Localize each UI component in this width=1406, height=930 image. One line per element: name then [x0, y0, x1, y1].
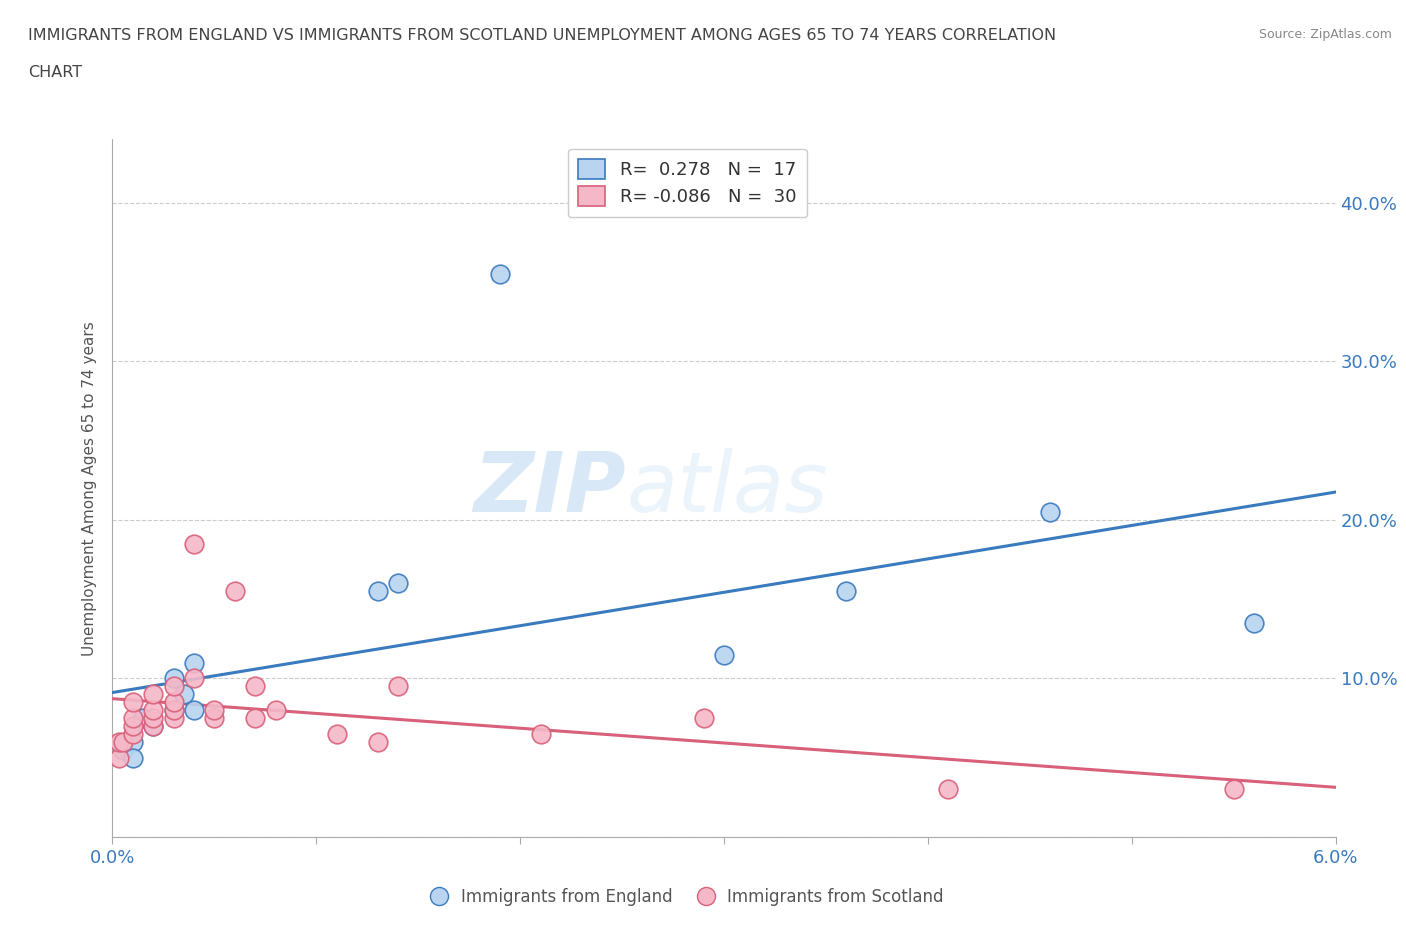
Point [111, 735, 134, 750]
Point [107, 751, 129, 765]
Point [107, 735, 129, 750]
Point [173, 687, 195, 702]
Point [326, 726, 349, 741]
Y-axis label: Unemployment Among Ages 65 to 74 years: Unemployment Among Ages 65 to 74 years [82, 321, 97, 656]
Point [142, 719, 165, 734]
Point [387, 576, 409, 591]
Point [132, 711, 155, 725]
Point [163, 703, 186, 718]
Point [122, 751, 145, 765]
Text: Source: ZipAtlas.com: Source: ZipAtlas.com [1258, 28, 1392, 41]
Point [367, 584, 389, 599]
Text: atlas: atlas [626, 447, 828, 529]
Point [245, 711, 267, 725]
Point [183, 655, 205, 670]
Point [204, 703, 226, 718]
Point [122, 695, 145, 710]
Legend: Immigrants from England, Immigrants from Scotland: Immigrants from England, Immigrants from… [425, 881, 950, 912]
Point [387, 679, 409, 694]
Point [183, 537, 205, 551]
Point [142, 703, 165, 718]
Point [530, 726, 553, 741]
Point [204, 711, 226, 725]
Point [122, 711, 145, 725]
Point [142, 719, 165, 734]
Point [111, 742, 134, 757]
Point [1243, 616, 1265, 631]
Point [489, 267, 512, 282]
Point [264, 703, 287, 718]
Text: ZIP: ZIP [474, 447, 626, 529]
Point [122, 735, 145, 750]
Point [367, 735, 389, 750]
Text: CHART: CHART [28, 65, 82, 80]
Point [122, 719, 145, 734]
Point [1039, 505, 1062, 520]
Text: IMMIGRANTS FROM ENGLAND VS IMMIGRANTS FROM SCOTLAND UNEMPLOYMENT AMONG AGES 65 T: IMMIGRANTS FROM ENGLAND VS IMMIGRANTS FR… [28, 28, 1056, 43]
Point [183, 671, 205, 686]
Point [163, 671, 186, 686]
Point [713, 647, 735, 662]
Point [224, 584, 246, 599]
Point [163, 679, 186, 694]
Point [163, 695, 186, 710]
Point [938, 782, 960, 797]
Point [163, 703, 186, 718]
Point [183, 703, 205, 718]
Point [245, 679, 267, 694]
Point [142, 711, 165, 725]
Point [163, 711, 186, 725]
Point [142, 687, 165, 702]
Point [1223, 782, 1246, 797]
Point [122, 726, 145, 741]
Point [835, 584, 858, 599]
Point [693, 711, 716, 725]
